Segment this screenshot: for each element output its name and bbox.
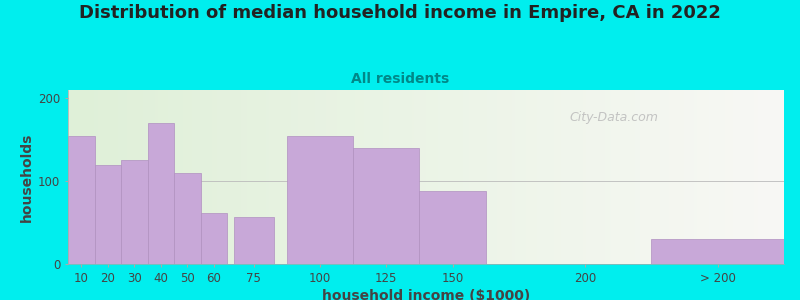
- Bar: [68, 136, 94, 264]
- X-axis label: household income ($1000): household income ($1000): [322, 289, 530, 300]
- Bar: [419, 191, 486, 264]
- Bar: [147, 123, 174, 264]
- Text: City-Data.com: City-Data.com: [570, 111, 658, 124]
- Bar: [174, 173, 201, 264]
- Y-axis label: households: households: [20, 132, 34, 222]
- Bar: [201, 213, 227, 264]
- Bar: [94, 165, 121, 264]
- Bar: [353, 148, 419, 264]
- Text: Distribution of median household income in Empire, CA in 2022: Distribution of median household income …: [79, 4, 721, 22]
- Text: All residents: All residents: [351, 72, 449, 86]
- Bar: [234, 217, 274, 264]
- Bar: [121, 160, 147, 264]
- Bar: [651, 239, 784, 264]
- Bar: [286, 136, 353, 264]
